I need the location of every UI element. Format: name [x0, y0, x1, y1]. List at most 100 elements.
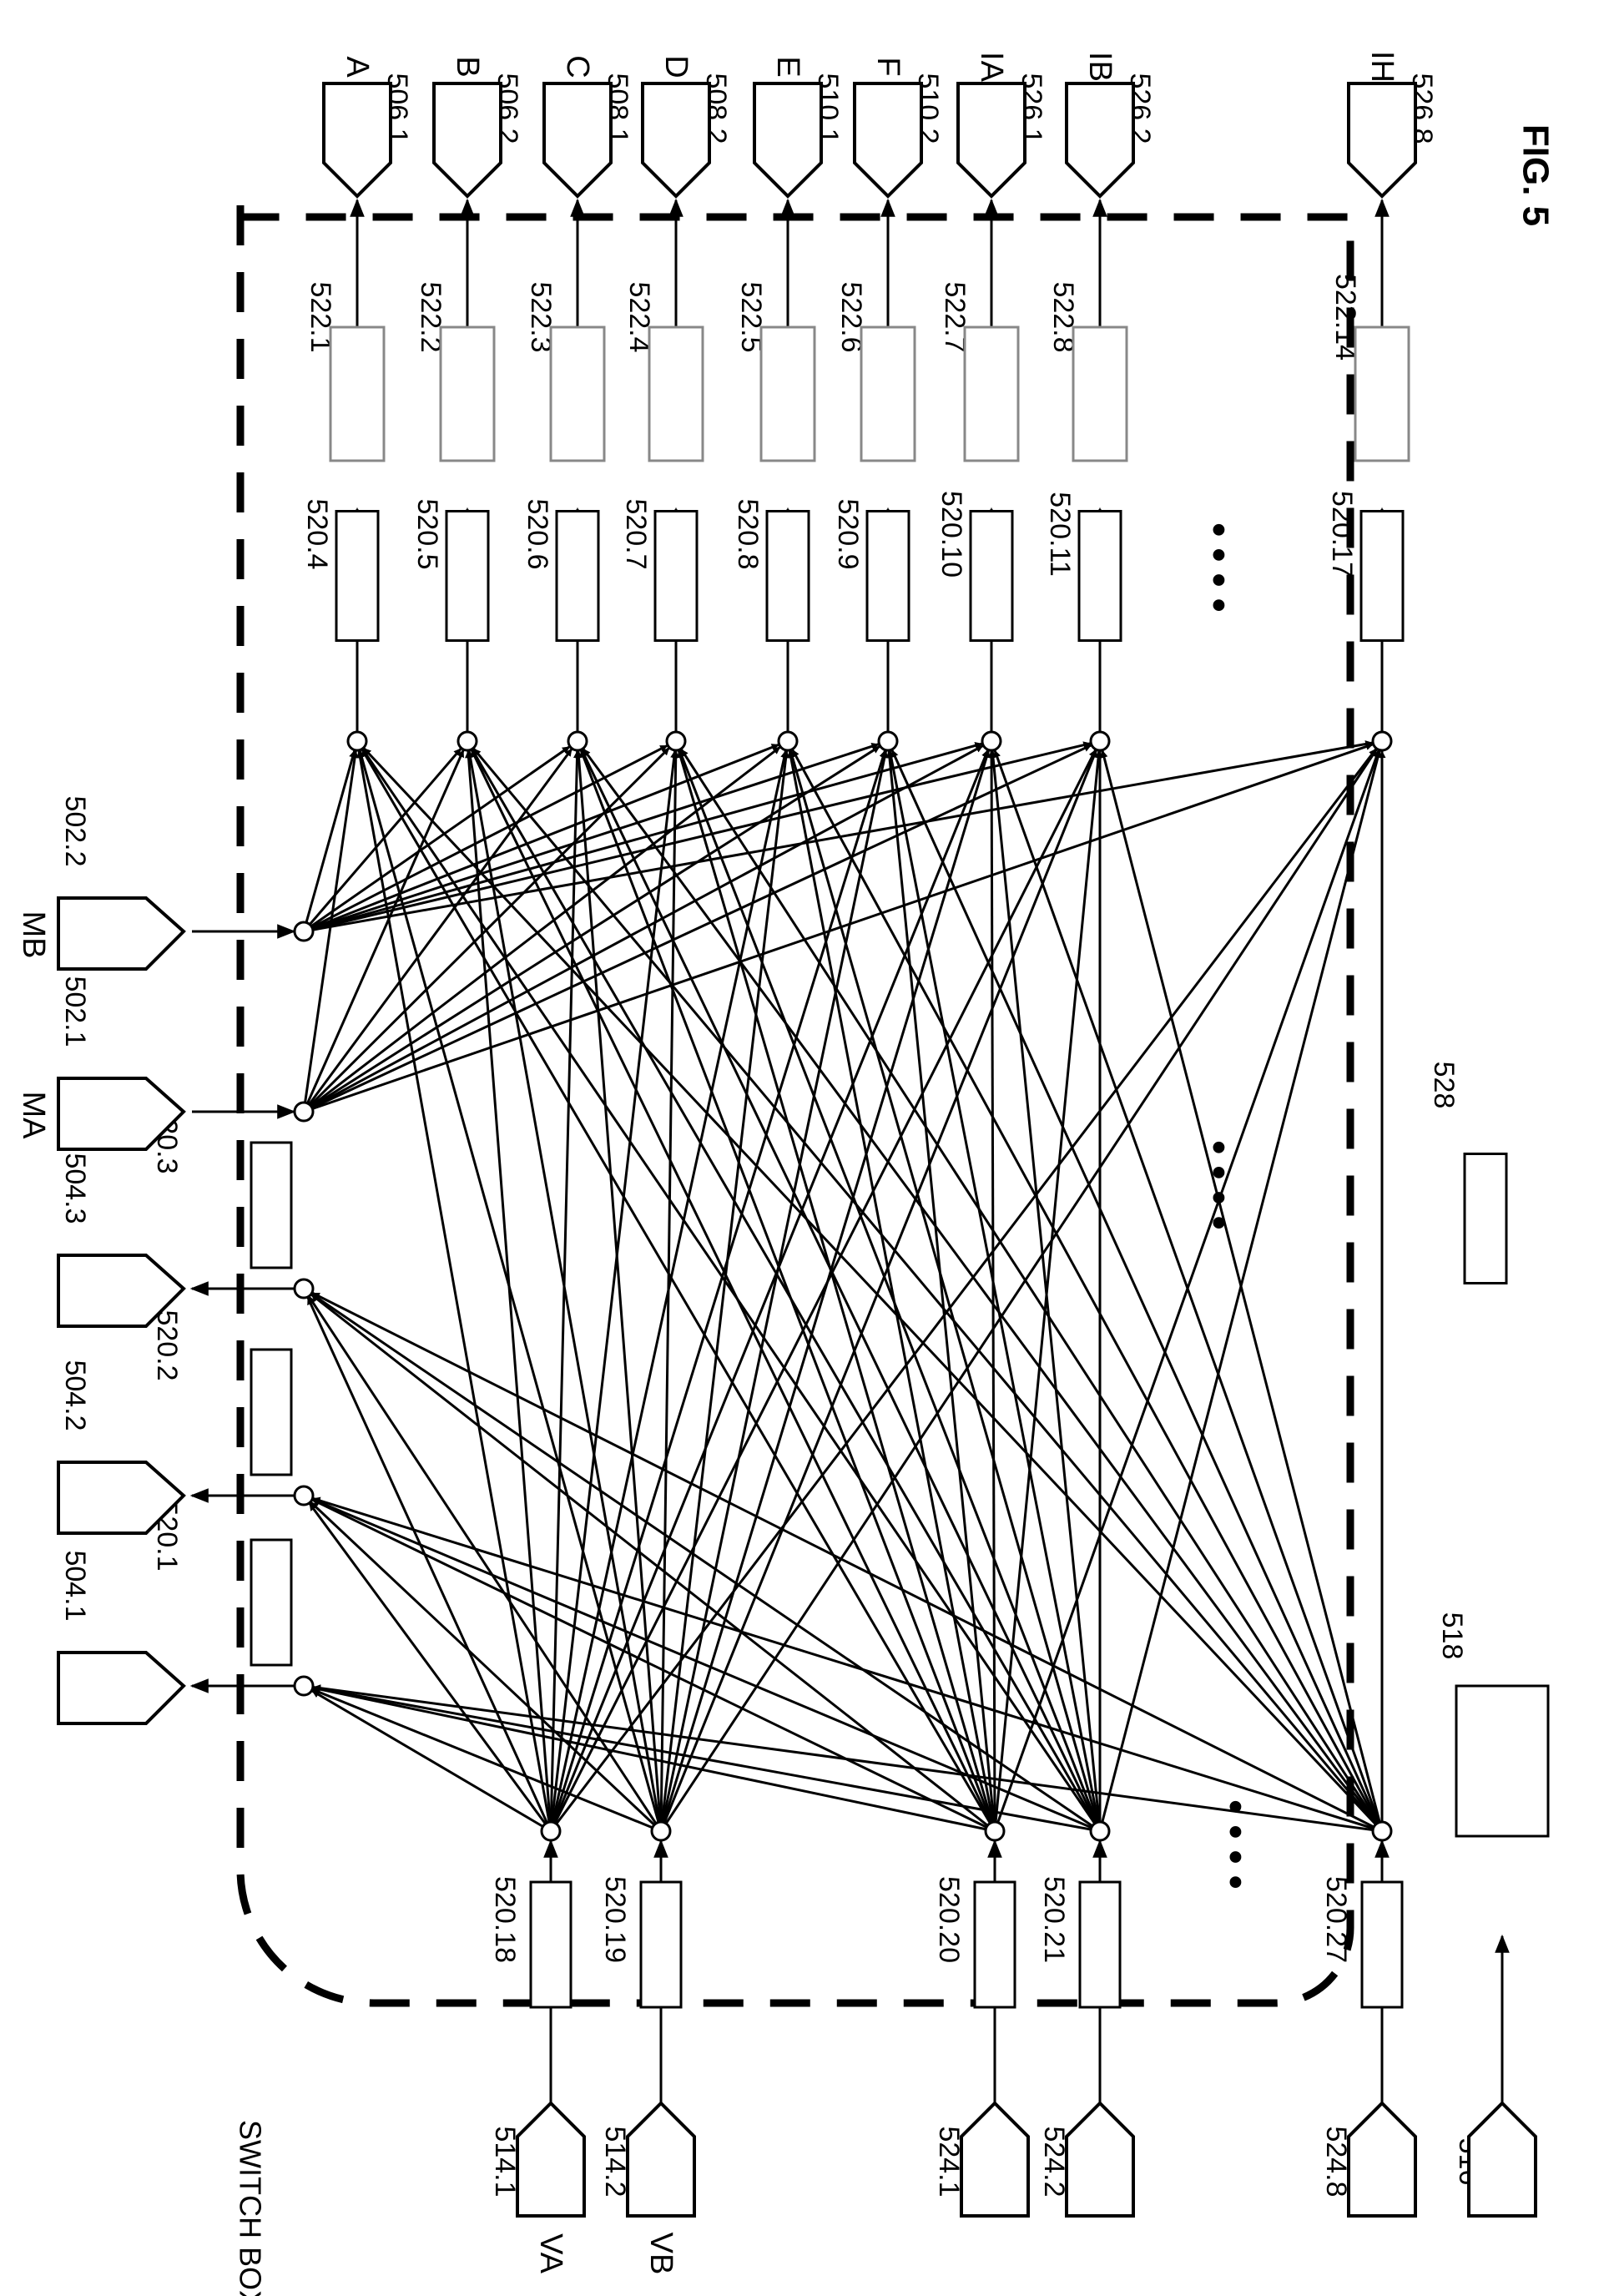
lone-counter-ref: 528: [1428, 1062, 1460, 1109]
counter-ref: 520.5: [411, 498, 443, 569]
counter-box: [529, 1880, 572, 2009]
crossbar-connection: [302, 749, 465, 1113]
dfifo-box: [439, 325, 496, 462]
input-letter: VA: [533, 2233, 568, 2274]
crossbar-connection: [363, 747, 1384, 1833]
crossbar-connections: [302, 740, 1386, 1833]
crossbar-connection: [311, 1689, 552, 1833]
counter-ref: 520.20: [933, 1876, 965, 1963]
crossbar-connection: [549, 749, 1097, 1832]
counter-box: [639, 1880, 683, 2009]
crossbar-connection: [313, 1684, 1383, 1833]
crossbar-connection: [312, 1685, 1101, 1833]
counter-ref: 520.17: [1326, 491, 1358, 578]
crossbar-connection: [311, 1292, 1383, 1833]
crossbar-connection: [885, 750, 996, 1832]
crossbar-connection: [993, 749, 1380, 1832]
crossbar-connection: [549, 750, 678, 1832]
output-letter: B: [450, 56, 485, 77]
input-connector: [626, 2101, 696, 2218]
side-input-node: [293, 1101, 315, 1123]
counter-ref: 520.21: [1038, 1876, 1070, 1963]
counter-box: [969, 510, 1014, 642]
crossbar-connection: [312, 1496, 1383, 1833]
counter-box: [1078, 1880, 1122, 2009]
output-connector: [322, 82, 392, 199]
output-letter: E: [770, 56, 805, 77]
crossbar-connection: [659, 749, 889, 1832]
crossbar-connection: [677, 749, 996, 1832]
output-connector: [542, 82, 613, 199]
ellipsis-top: • • • •: [1197, 522, 1241, 612]
input-node: [540, 1820, 562, 1842]
crossbar-connection: [471, 749, 1102, 1832]
side-output-node: [293, 1675, 315, 1697]
output-connector: [853, 82, 923, 199]
input-letter: VB: [643, 2233, 678, 2275]
output-letter: C: [560, 55, 595, 78]
crossbar-connection: [1100, 749, 1384, 1832]
dfifo-box: [963, 325, 1020, 462]
crossbar-connection: [356, 749, 552, 1832]
ellipsis-bottom: • • • •: [1213, 1799, 1258, 1889]
output-connector: [1347, 82, 1417, 199]
counter-ref: 520.9: [832, 498, 864, 569]
figure-label: FIG. 5: [1516, 124, 1556, 226]
output-node: [456, 730, 478, 752]
counter-box: [250, 1141, 293, 1269]
output-letter: IB: [1082, 52, 1117, 82]
crossbar-connection: [659, 750, 790, 1832]
crossbar-connection: [311, 1498, 996, 1833]
crossbar-connection: [678, 749, 1102, 1832]
counter-box: [335, 510, 380, 642]
side-output-ref: 504.3: [59, 1153, 91, 1224]
output-letter: D: [658, 55, 694, 78]
input-node: [1371, 1820, 1393, 1842]
crossbar-connection: [659, 749, 1378, 1832]
crossbar-connection: [303, 745, 880, 1113]
input-connector: [960, 2101, 1030, 2218]
crossbar-connection: [470, 749, 996, 1832]
crossbar-connection: [890, 749, 1384, 1832]
side-output-connector: [57, 1651, 186, 1725]
counter-box: [865, 510, 910, 642]
output-letter: A: [340, 56, 375, 78]
output-node: [567, 730, 588, 752]
cfifo-ref: 518: [1436, 1612, 1468, 1660]
side-output-node: [293, 1278, 315, 1299]
counter-ref: 520.6: [522, 498, 553, 569]
output-node: [877, 730, 899, 752]
dfifo-box: [329, 325, 386, 462]
output-connector: [641, 82, 711, 199]
output-connector: [956, 82, 1026, 199]
counter-box: [250, 1348, 293, 1476]
side-input-connector: [57, 896, 186, 971]
dfifo-box: [759, 325, 816, 462]
side-input-letter: MB: [16, 911, 51, 959]
side-output-ref: 504.2: [59, 1360, 91, 1431]
output-node: [665, 730, 687, 752]
crossbar-connection: [308, 1502, 552, 1832]
output-letter: F: [870, 57, 905, 76]
input-ref: 514.1: [489, 2126, 521, 2197]
crossbar-connection: [993, 749, 1384, 1832]
crossbar-connection: [302, 749, 359, 1113]
crossbar-connection: [989, 750, 1102, 1832]
crossbar-connection: [1098, 749, 1382, 1832]
input-connector: [1065, 2101, 1135, 2218]
side-input-letter: MA: [16, 1092, 51, 1140]
input-ref: 514.2: [599, 2126, 631, 2197]
side-input-ref: 502.2: [59, 795, 91, 866]
output-connector: [432, 82, 502, 199]
counter-ref: 520.11: [1044, 492, 1076, 576]
crossbar-connection: [659, 749, 991, 1832]
counter-box: [765, 510, 810, 642]
crossbar-connection: [311, 1293, 1101, 1833]
switch-box-title: SWITCH BOX 500: [234, 2120, 268, 2296]
figure-components: [57, 82, 1550, 2218]
crossbar-connection: [303, 743, 1374, 1113]
counter-box: [250, 1538, 293, 1667]
cfifo-box: [1455, 1684, 1550, 1838]
crossbar-connection: [472, 748, 1384, 1832]
